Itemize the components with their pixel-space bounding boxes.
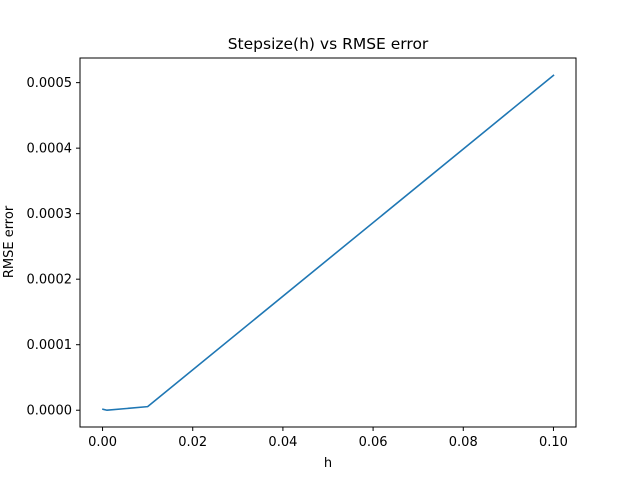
x-tick-label: 0.04: [268, 435, 297, 450]
y-axis-label: RMSE error: [2, 205, 17, 278]
plot-frame: [79, 57, 577, 428]
x-tick-label: 0.10: [539, 435, 568, 450]
series-group: [102, 74, 555, 412]
x-axis-ticks: 0.00 0.02 0.04 0.06 0.08 0.10: [88, 427, 568, 450]
y-tick-label: 0.0000: [27, 404, 73, 419]
plot-background: [80, 58, 576, 427]
x-tick-label: 0.08: [449, 435, 478, 450]
x-axis-label: h: [324, 456, 332, 471]
x-tick-label: 0.06: [359, 435, 388, 450]
series-line: [102, 74, 555, 412]
y-tick-label: 0.0002: [27, 273, 73, 288]
x-tick-label: 0.00: [88, 435, 117, 450]
y-tick-label: 0.0005: [27, 76, 73, 91]
y-axis-ticks: 0.0000 0.0001 0.0002 0.0003 0.0004 0.0005: [27, 76, 80, 419]
chart-title: Stepsize(h) vs RMSE error: [228, 35, 429, 53]
y-tick-label: 0.0001: [27, 338, 73, 353]
y-tick-label: 0.0004: [27, 142, 73, 157]
x-tick-label: 0.02: [178, 435, 207, 450]
y-tick-label: 0.0003: [27, 207, 73, 222]
